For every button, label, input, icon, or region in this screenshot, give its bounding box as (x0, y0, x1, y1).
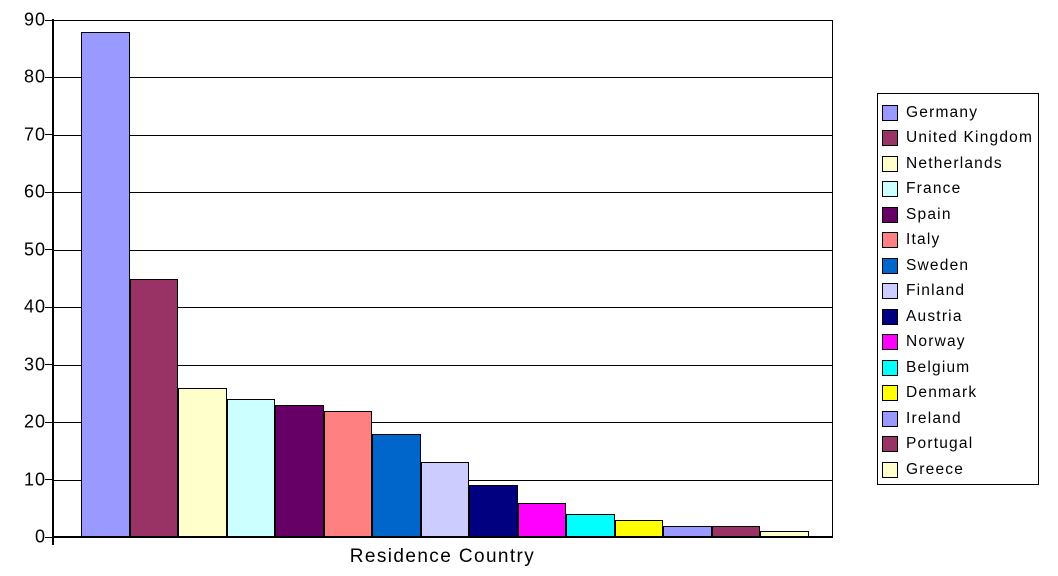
y-tick-label-70: 70 (23, 124, 46, 145)
legend-item-finland: Finland (878, 279, 1038, 305)
legend-label-spain: Spain (906, 205, 952, 223)
legend-swatch-icon-netherlands (882, 155, 898, 172)
legend-label-sweden: Sweden (906, 256, 970, 274)
gridline-90 (53, 20, 832, 21)
x-axis (52, 536, 833, 538)
y-tick-label-0: 0 (34, 526, 46, 547)
legend-label-germany: Germany (906, 103, 979, 121)
legend-label-denmark: Denmark (906, 384, 978, 402)
legend-label-ireland: Ireland (906, 409, 962, 427)
bar-france (226, 399, 275, 537)
y-tick-50 (45, 249, 53, 251)
y-tick-label-30: 30 (23, 354, 46, 375)
gridline-70 (53, 134, 832, 136)
y-tick-label-90: 90 (23, 9, 46, 30)
y-tick-30 (45, 364, 53, 366)
bar-italy (323, 410, 372, 537)
legend-swatch-icon-germany (882, 104, 898, 121)
legend-swatch-icon-united-kingdom (882, 130, 898, 147)
legend-label-france: France (906, 180, 962, 198)
plot-area (53, 20, 833, 537)
legend-label-greece: Greece (906, 460, 965, 478)
legend-item-spain: Spain (878, 202, 1038, 228)
legend-item-france: France (878, 177, 1038, 203)
y-tick-label-20: 20 (23, 411, 46, 432)
legend-swatch-icon-italy (882, 232, 898, 249)
bar-finland (420, 462, 469, 537)
bar-germany (81, 31, 130, 537)
y-tick-label-10: 10 (23, 469, 46, 490)
bar-norway (517, 502, 566, 537)
bar-sweden (372, 433, 421, 537)
y-tick-90 (45, 19, 53, 21)
legend-label-netherlands: Netherlands (906, 154, 1003, 172)
y-tick-80 (45, 76, 53, 78)
legend-swatch-icon-austria (882, 308, 898, 325)
y-tick-0 (45, 536, 53, 538)
bar-netherlands (178, 387, 227, 537)
legend-label-norway: Norway (906, 333, 966, 351)
legend-item-belgium: Belgium (878, 355, 1038, 381)
x-axis-title: Residence Country (349, 546, 536, 567)
legend-item-italy: Italy (878, 228, 1038, 254)
gridline-80 (53, 77, 832, 79)
legend-label-portugal: Portugal (906, 435, 974, 453)
y-tick-40 (45, 306, 53, 308)
legend-item-denmark: Denmark (878, 381, 1038, 407)
legend-label-italy: Italy (906, 231, 941, 249)
bar-austria (469, 485, 518, 537)
bar-denmark (614, 519, 663, 537)
y-tick-label-60: 60 (23, 181, 46, 202)
legend-swatch-icon-denmark (882, 385, 898, 402)
legend-label-belgium: Belgium (906, 358, 971, 376)
gridline-30 (53, 364, 832, 366)
legend-item-sweden: Sweden (878, 253, 1038, 279)
legend-item-norway: Norway (878, 330, 1038, 356)
legend-label-austria: Austria (906, 307, 963, 325)
legend-swatch-icon-belgium (882, 359, 898, 376)
legend-swatch-icon-portugal (882, 436, 898, 453)
legend-swatch-icon-finland (882, 283, 898, 300)
legend-item-greece: Greece (878, 457, 1038, 483)
legend-swatch-icon-greece (882, 461, 898, 478)
y-tick-label-40: 40 (23, 296, 46, 317)
legend-swatch-icon-norway (882, 334, 898, 351)
gridline-40 (53, 307, 832, 309)
legend-item-united-kingdom: United Kingdom (878, 126, 1038, 152)
bar-united-kingdom (129, 278, 178, 537)
y-tick-20 (45, 421, 53, 423)
y-tick-70 (45, 134, 53, 136)
bar-belgium (566, 514, 615, 537)
legend-item-portugal: Portugal (878, 432, 1038, 458)
y-axis (52, 19, 54, 545)
legend-swatch-icon-france (882, 181, 898, 198)
gridline-60 (53, 192, 832, 194)
gridline-50 (53, 249, 832, 251)
legend-label-finland: Finland (906, 282, 966, 300)
legend-swatch-icon-sweden (882, 257, 898, 274)
y-tick-60 (45, 191, 53, 193)
legend-item-germany: Germany (878, 100, 1038, 126)
legend-swatch-icon-ireland (882, 410, 898, 427)
gridline-20 (53, 422, 832, 424)
legend: Germany United Kingdom Netherlands France Sp… (877, 93, 1039, 485)
y-tick-label-80: 80 (23, 66, 46, 87)
y-tick-10 (45, 479, 53, 481)
bar-spain (275, 404, 324, 537)
legend-item-ireland: Ireland (878, 406, 1038, 432)
legend-label-united-kingdom: United Kingdom (906, 129, 1034, 147)
y-tick-label-50: 50 (23, 239, 46, 260)
legend-item-austria: Austria (878, 304, 1038, 330)
legend-item-netherlands: Netherlands (878, 151, 1038, 177)
legend-swatch-icon-spain (882, 206, 898, 223)
